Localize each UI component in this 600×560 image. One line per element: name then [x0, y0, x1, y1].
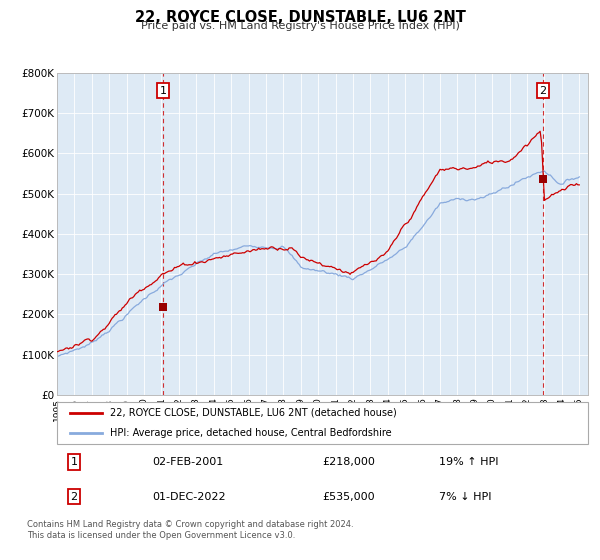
Text: £535,000: £535,000: [323, 492, 375, 502]
Text: 2: 2: [70, 492, 77, 502]
Text: Price paid vs. HM Land Registry's House Price Index (HPI): Price paid vs. HM Land Registry's House …: [140, 21, 460, 31]
Text: 02-FEB-2001: 02-FEB-2001: [152, 457, 224, 467]
Text: 01-DEC-2022: 01-DEC-2022: [152, 492, 226, 502]
Text: 7% ↓ HPI: 7% ↓ HPI: [439, 492, 492, 502]
Text: £218,000: £218,000: [323, 457, 376, 467]
Text: 19% ↑ HPI: 19% ↑ HPI: [439, 457, 499, 467]
Text: 22, ROYCE CLOSE, DUNSTABLE, LU6 2NT (detached house): 22, ROYCE CLOSE, DUNSTABLE, LU6 2NT (det…: [110, 408, 397, 418]
Text: 2: 2: [539, 86, 547, 96]
Text: 1: 1: [70, 457, 77, 467]
Text: This data is licensed under the Open Government Licence v3.0.: This data is licensed under the Open Gov…: [27, 531, 295, 540]
Text: HPI: Average price, detached house, Central Bedfordshire: HPI: Average price, detached house, Cent…: [110, 428, 392, 438]
Text: 1: 1: [160, 86, 166, 96]
Text: Contains HM Land Registry data © Crown copyright and database right 2024.: Contains HM Land Registry data © Crown c…: [27, 520, 353, 529]
Text: 22, ROYCE CLOSE, DUNSTABLE, LU6 2NT: 22, ROYCE CLOSE, DUNSTABLE, LU6 2NT: [134, 10, 466, 25]
